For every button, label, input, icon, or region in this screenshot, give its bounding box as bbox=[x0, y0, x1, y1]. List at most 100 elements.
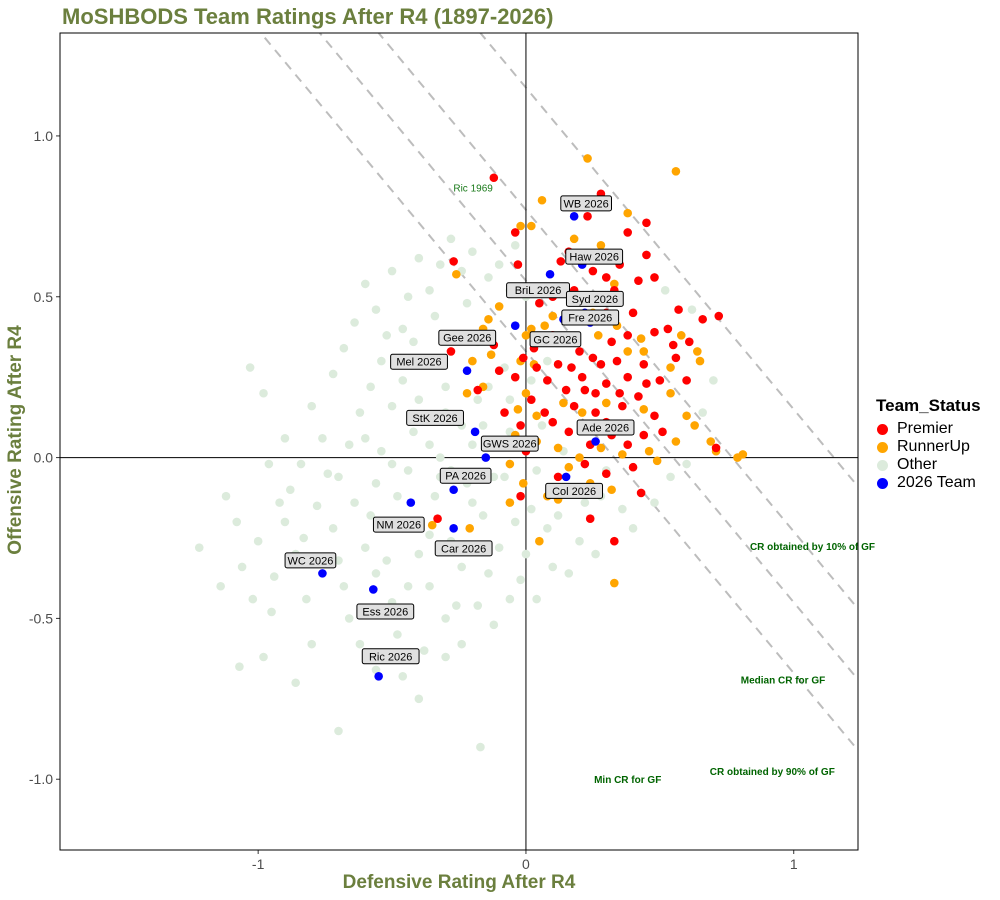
other-point bbox=[387, 459, 397, 469]
runnerup-point bbox=[738, 450, 748, 459]
other-point bbox=[510, 517, 520, 527]
team-label-text: Haw 2026 bbox=[569, 252, 619, 264]
other-point bbox=[248, 594, 258, 604]
other-point bbox=[478, 421, 488, 430]
other-point bbox=[398, 376, 408, 385]
other-point bbox=[489, 620, 499, 630]
other-point bbox=[468, 440, 477, 450]
other-point bbox=[414, 549, 424, 559]
premier-point bbox=[612, 356, 622, 366]
runnerup-point bbox=[505, 459, 515, 469]
premier-point bbox=[580, 385, 590, 395]
team-2026-point bbox=[449, 524, 458, 533]
other-point bbox=[476, 742, 485, 752]
premier-point bbox=[588, 266, 598, 276]
other-point bbox=[253, 536, 263, 546]
premier-point bbox=[601, 379, 611, 388]
other-point bbox=[473, 395, 483, 404]
other-point bbox=[387, 401, 397, 411]
x-axis-label: Defensive Rating After R4 bbox=[342, 872, 576, 893]
other-point bbox=[462, 298, 472, 308]
other-point bbox=[334, 472, 343, 482]
team-label-text: BriL 2026 bbox=[515, 285, 562, 297]
runnerup-point bbox=[494, 302, 504, 311]
runnerup-point bbox=[666, 388, 675, 398]
reference-line-label-3: Min CR for GF bbox=[594, 775, 661, 786]
team-label-text: StK 2026 bbox=[412, 413, 457, 425]
chart-title: MoSHBODS Team Ratings After R4 (1897-202… bbox=[62, 4, 554, 29]
team-label-text: Ric 2026 bbox=[369, 651, 412, 663]
team-label-box bbox=[560, 195, 612, 212]
team-2026-point bbox=[470, 427, 480, 437]
reference-line-label-2: CR obtained by 90% of GF bbox=[710, 767, 835, 778]
team-label-ric: Ric 2026 bbox=[361, 648, 420, 665]
team-label-box bbox=[439, 467, 492, 484]
runnerup-point bbox=[583, 154, 592, 163]
team-label-box bbox=[284, 552, 337, 569]
other-point bbox=[666, 472, 675, 482]
team-2026-point bbox=[561, 472, 571, 482]
other-point bbox=[360, 279, 370, 289]
team-label-col: Col 2026 bbox=[545, 482, 604, 499]
runnerup-point bbox=[513, 405, 523, 414]
y-tick-label: 0.0 bbox=[34, 450, 54, 466]
other-point bbox=[328, 524, 338, 533]
other-point bbox=[591, 549, 600, 559]
runnerup-point bbox=[535, 536, 544, 546]
other-point bbox=[500, 472, 509, 482]
other-point bbox=[618, 504, 627, 514]
premier-point bbox=[449, 257, 458, 266]
other-point bbox=[510, 240, 520, 250]
other-point bbox=[494, 260, 504, 269]
premier-point bbox=[658, 427, 667, 437]
team-label-box bbox=[480, 435, 539, 452]
team-label-box bbox=[565, 290, 624, 307]
runnerup-point bbox=[521, 388, 531, 398]
premier-point bbox=[674, 305, 683, 314]
team-label-box bbox=[356, 603, 415, 620]
runnerup-point bbox=[484, 314, 493, 324]
runnerup-point bbox=[695, 356, 705, 366]
runnerup-point bbox=[452, 269, 461, 279]
runnerup-point bbox=[521, 331, 531, 340]
team-2026-point bbox=[406, 498, 416, 507]
other-point bbox=[259, 388, 268, 398]
premier-point bbox=[564, 427, 574, 437]
other-point bbox=[371, 479, 381, 488]
other-point bbox=[543, 524, 552, 533]
other-point bbox=[350, 498, 359, 507]
team-label-stk: StK 2026 bbox=[406, 409, 464, 426]
other-point bbox=[296, 459, 306, 469]
team-label-text: Ess 2026 bbox=[362, 606, 408, 618]
other-point bbox=[267, 607, 276, 617]
premier-point bbox=[642, 379, 651, 388]
other-point bbox=[312, 501, 322, 511]
team-label-box bbox=[506, 282, 570, 299]
other-point bbox=[355, 408, 365, 417]
other-point bbox=[484, 569, 493, 578]
other-point bbox=[382, 556, 391, 565]
premier-point bbox=[577, 372, 587, 382]
runnerup-point bbox=[564, 462, 574, 472]
other-point bbox=[564, 569, 574, 578]
other-point bbox=[473, 601, 483, 610]
plot-panel-border bbox=[59, 32, 859, 851]
other-point bbox=[468, 498, 477, 507]
other-point bbox=[221, 491, 231, 501]
other-point bbox=[505, 594, 515, 604]
legend-label-2026-team: 2026 Team bbox=[897, 474, 976, 491]
premier-point bbox=[607, 337, 616, 347]
team-label-gws: GWS 2026 bbox=[480, 435, 539, 452]
other-point bbox=[409, 337, 418, 347]
runnerup-point bbox=[577, 408, 587, 417]
other-point bbox=[280, 433, 290, 443]
premier-point bbox=[569, 401, 579, 411]
other-point bbox=[709, 376, 718, 385]
other-point bbox=[468, 247, 477, 257]
premier-point bbox=[663, 324, 673, 334]
premier-point bbox=[642, 250, 651, 260]
other-point bbox=[393, 491, 402, 501]
legend-item-2026-team: 2026 Team bbox=[876, 474, 981, 492]
premier-point bbox=[650, 327, 659, 337]
team-label-box bbox=[565, 248, 624, 265]
